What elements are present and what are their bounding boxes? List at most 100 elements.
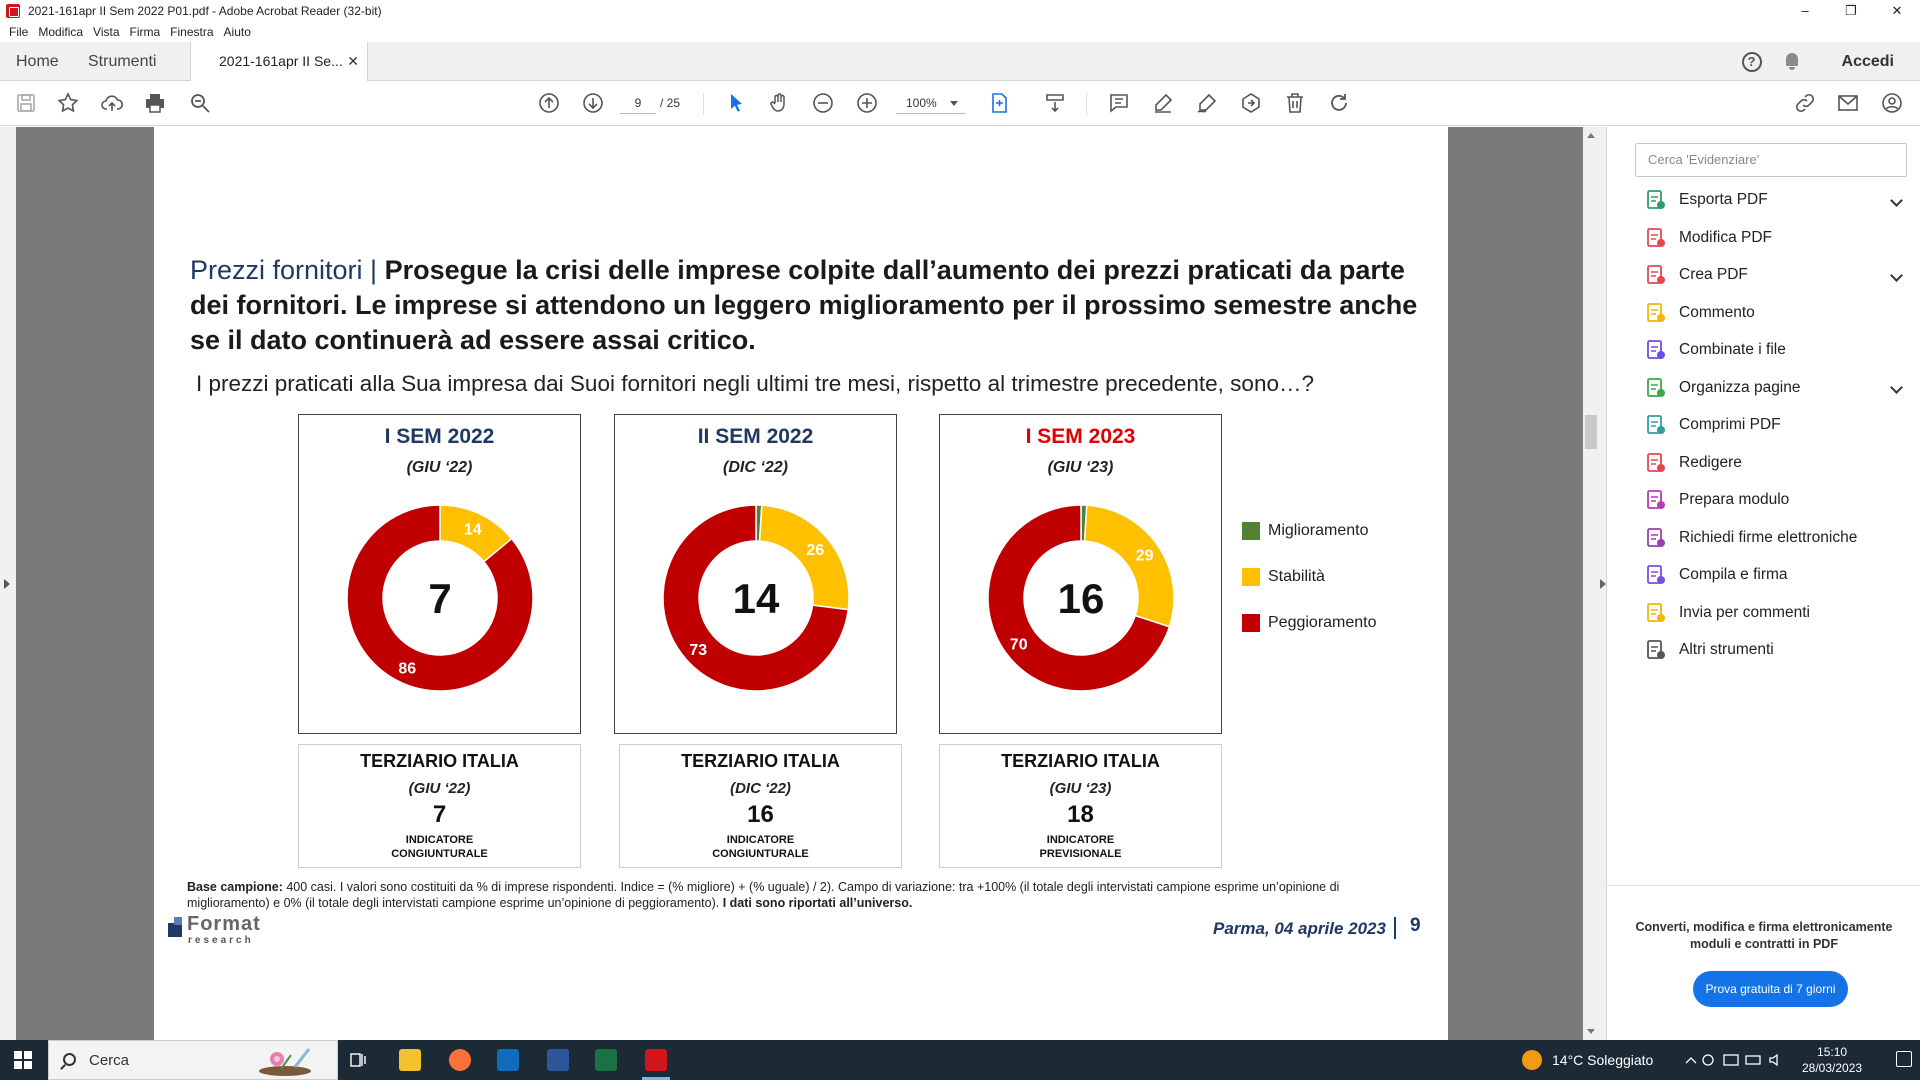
tool-item[interactable]: Altri strumenti xyxy=(1645,635,1920,665)
weather-widget[interactable]: 14°C Soleggiato xyxy=(1522,1050,1653,1070)
tool-item[interactable]: Commento xyxy=(1645,298,1920,328)
sign-pen-icon[interactable] xyxy=(1195,91,1219,115)
chevron-down-icon[interactable] xyxy=(1890,193,1903,207)
donut-slice-peggioramento xyxy=(662,504,850,692)
free-trial-button[interactable]: Prova gratuita di 7 giorni xyxy=(1693,971,1848,1007)
tab-home[interactable]: Home xyxy=(16,53,59,70)
tool-item[interactable]: Modifica PDF xyxy=(1645,223,1920,253)
tool-item[interactable]: Comprimi PDF xyxy=(1645,410,1920,440)
notification-bell-icon[interactable] xyxy=(1784,52,1800,71)
taskbar-search[interactable]: Cerca xyxy=(48,1040,338,1080)
slice-data-label: 14 xyxy=(464,521,482,538)
tool-item[interactable]: Compila e firma xyxy=(1645,560,1920,590)
right-pane-toggle[interactable] xyxy=(1599,127,1606,1040)
rotate-icon[interactable] xyxy=(1327,91,1351,115)
left-pane-collapsed[interactable] xyxy=(0,127,16,1040)
menu-modifica[interactable]: Modifica xyxy=(38,25,84,39)
page-number-input[interactable]: 9 xyxy=(620,92,656,114)
tool-label: Richiedi firme elettroniche xyxy=(1679,528,1858,546)
chevron-down-icon[interactable] xyxy=(1890,268,1903,282)
donut-chart-box: I SEM 2023 (GIU ‘23) 29 70 16 xyxy=(939,414,1222,734)
highlight-pen-icon[interactable] xyxy=(1151,91,1175,115)
tool-item[interactable]: Combinate i file xyxy=(1645,335,1920,365)
close-tab-icon[interactable]: ✕ xyxy=(347,53,359,69)
upload-cloud-icon[interactable] xyxy=(100,91,124,115)
legend-swatch xyxy=(1242,614,1260,632)
email-icon[interactable] xyxy=(1836,91,1860,115)
hand-tool-icon[interactable] xyxy=(767,91,791,115)
outlook-icon[interactable] xyxy=(488,1044,528,1076)
menu-aiuto[interactable]: Aiuto xyxy=(223,25,251,39)
acrobat-reader-icon[interactable] xyxy=(636,1044,676,1080)
restore-button[interactable]: ❐ xyxy=(1845,3,1857,18)
tool-item[interactable]: Redigere xyxy=(1645,448,1920,478)
menu-file[interactable]: File xyxy=(9,25,29,39)
tool-item[interactable]: Prepara modulo xyxy=(1645,485,1920,515)
menu-vista[interactable]: Vista xyxy=(93,25,120,39)
previous-page-icon[interactable] xyxy=(537,91,561,115)
zoom-search-icon[interactable] xyxy=(188,91,212,115)
system-tray-icons[interactable] xyxy=(1684,1052,1784,1071)
word-icon[interactable] xyxy=(538,1044,578,1076)
page-fit-icon[interactable] xyxy=(988,91,1012,115)
windows-start-icon[interactable] xyxy=(14,1051,32,1069)
scroll-up-icon[interactable] xyxy=(1587,133,1595,138)
logo-mark xyxy=(168,923,182,937)
notification-center-icon[interactable] xyxy=(1896,1051,1912,1067)
menu-finestra[interactable]: Finestra xyxy=(170,25,214,39)
tool-item[interactable]: Invia per commenti xyxy=(1645,598,1920,628)
system-clock[interactable]: 15:10 28/03/2023 xyxy=(1802,1044,1862,1076)
expand-left-pane-icon[interactable] xyxy=(4,579,10,589)
minimize-button[interactable]: – xyxy=(1801,3,1809,18)
legend-item: Stabilità xyxy=(1242,554,1377,600)
link-icon[interactable] xyxy=(1793,91,1817,115)
tab-document[interactable]: 2021-161apr II Se... ✕ xyxy=(190,42,368,82)
indicator-box: TERZIARIO ITALIA (DIC ‘22) 16 INDICATORE… xyxy=(619,744,902,868)
task-view-icon[interactable] xyxy=(338,1044,378,1076)
file-explorer-icon[interactable] xyxy=(390,1044,430,1076)
tool-item[interactable]: Organizza pagine xyxy=(1645,373,1920,403)
tool-label: Prepara modulo xyxy=(1679,491,1790,508)
scroll-mode-icon[interactable] xyxy=(1043,91,1067,115)
bookmark-star-icon[interactable] xyxy=(56,91,80,115)
select-cursor-icon[interactable] xyxy=(724,91,748,115)
chevron-down-icon[interactable] xyxy=(1890,381,1903,394)
save-icon[interactable] xyxy=(14,91,38,115)
scrollbar-thumb[interactable] xyxy=(1585,415,1597,449)
comment-note-icon[interactable] xyxy=(1107,91,1131,115)
signin-button[interactable]: Accedi xyxy=(1841,52,1894,70)
tool-item[interactable]: Esporta PDF xyxy=(1645,185,1920,215)
document-viewport[interactable]: Prezzi fornitori | Prosegue la crisi del… xyxy=(0,127,1606,1040)
tab-document-label: 2021-161apr II Se... xyxy=(219,53,343,69)
zoom-in-icon[interactable] xyxy=(855,91,879,115)
account-user-icon[interactable] xyxy=(1880,91,1904,115)
promo-text: Converti, modifica e firma elettronicame… xyxy=(1617,919,1911,953)
legend-swatch xyxy=(1242,522,1260,540)
tool-label: Comprimi PDF xyxy=(1679,416,1781,433)
tab-tools[interactable]: Strumenti xyxy=(88,53,157,70)
share-edit-icon[interactable] xyxy=(1239,91,1263,115)
excel-icon[interactable] xyxy=(586,1044,626,1076)
print-icon[interactable] xyxy=(143,91,167,115)
close-button[interactable]: ✕ xyxy=(1891,3,1903,18)
menu-firma[interactable]: Firma xyxy=(129,25,161,39)
next-page-icon[interactable] xyxy=(581,91,605,115)
legend-item: Peggioramento xyxy=(1242,600,1377,646)
fill-sign-icon xyxy=(1645,564,1667,586)
indicator-label-line2: CONGIUNTURALE xyxy=(391,848,488,860)
zoom-level-select[interactable]: 100% xyxy=(896,92,966,114)
vertical-scrollbar[interactable] xyxy=(1583,127,1599,1040)
collapse-right-pane-icon[interactable] xyxy=(1600,579,1606,589)
more-tools-icon xyxy=(1645,639,1667,661)
firefox-icon[interactable] xyxy=(440,1044,480,1076)
headline-section: Prezzi fornitori xyxy=(190,255,363,285)
tool-item[interactable]: Richiedi firme elettroniche xyxy=(1645,523,1920,553)
tools-search-input[interactable]: Cerca 'Evidenziare' xyxy=(1635,143,1907,177)
help-icon[interactable]: ? xyxy=(1741,51,1762,72)
indicator-box: TERZIARIO ITALIA (GIU ‘22) 7 INDICATORE C… xyxy=(298,744,581,868)
tool-item[interactable]: Crea PDF xyxy=(1645,260,1920,290)
scroll-down-icon[interactable] xyxy=(1587,1029,1595,1034)
zoom-out-icon[interactable] xyxy=(811,91,835,115)
organize-pages-icon xyxy=(1645,377,1667,399)
delete-trash-icon[interactable] xyxy=(1283,91,1307,115)
